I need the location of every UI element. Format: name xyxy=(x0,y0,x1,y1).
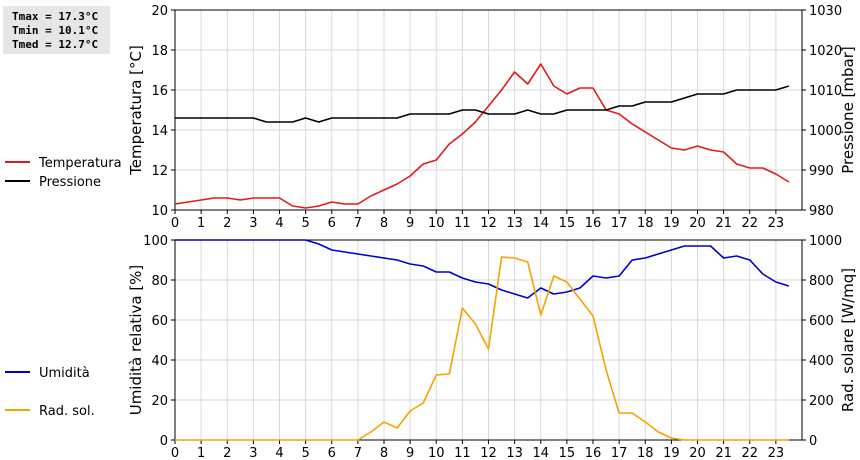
x-tick-label: 11 xyxy=(454,216,471,231)
x-tick-label: 16 xyxy=(585,446,602,460)
x-tick-label: 10 xyxy=(428,216,445,231)
y-tick-label: 40 xyxy=(151,354,168,369)
y2-tick-label: 400 xyxy=(809,354,834,369)
series-line-pressione xyxy=(175,85,790,123)
x-tick-label: 23 xyxy=(768,446,785,460)
x-tick-label: 18 xyxy=(637,216,654,231)
x-tick-label: 13 xyxy=(506,446,523,460)
x-tick-label: 1 xyxy=(197,216,205,231)
x-tick-label: 19 xyxy=(663,216,680,231)
x-tick-label: 3 xyxy=(249,446,257,460)
x-tick-label: 16 xyxy=(585,216,602,231)
x-tick-label: 8 xyxy=(380,446,388,460)
tmax-label: Tmax = 17.3°C xyxy=(12,10,99,23)
top-y-axis-title: Temperatura [°C] xyxy=(127,45,145,176)
y2-tick-label: 1010 xyxy=(809,84,842,99)
y-tick-label: 80 xyxy=(151,274,168,289)
x-tick-label: 0 xyxy=(171,446,179,460)
x-tick-label: 18 xyxy=(637,446,654,460)
x-tick-label: 5 xyxy=(301,216,309,231)
y-tick-label: 18 xyxy=(151,44,168,59)
bottom-y-axis-title: Umidità relativa [%] xyxy=(127,265,145,416)
bottom-y2-axis-title: Rad. solare [W/mq] xyxy=(839,268,857,412)
x-tick-label: 6 xyxy=(328,216,336,231)
y2-tick-label: 600 xyxy=(809,314,834,329)
y-tick-label: 20 xyxy=(151,4,168,19)
legend-label: Rad. sol. xyxy=(39,404,95,419)
y-tick-label: 12 xyxy=(151,164,168,179)
x-tick-label: 14 xyxy=(532,446,549,460)
y2-tick-label: 1000 xyxy=(809,234,842,249)
y-tick-label: 14 xyxy=(151,124,168,139)
x-tick-label: 22 xyxy=(741,216,758,231)
x-tick-label: 8 xyxy=(380,216,388,231)
y-tick-label: 0 xyxy=(160,434,168,449)
x-tick-label: 19 xyxy=(663,446,680,460)
y-tick-label: 16 xyxy=(151,84,168,99)
y2-tick-label: 200 xyxy=(809,394,834,409)
y-tick-label: 20 xyxy=(151,394,168,409)
x-tick-label: 17 xyxy=(611,216,628,231)
legend-label: Temperatura xyxy=(38,156,122,171)
tmed-label: Tmed = 12.7°C xyxy=(12,38,99,51)
series-line-temperatura xyxy=(174,63,790,209)
tmin-label: Tmin = 10.1°C xyxy=(12,24,99,37)
y-tick-label: 10 xyxy=(151,204,168,219)
x-tick-label: 0 xyxy=(171,216,179,231)
x-tick-label: 11 xyxy=(454,446,471,460)
x-tick-label: 9 xyxy=(406,446,414,460)
y2-tick-label: 1030 xyxy=(809,4,842,19)
stats-box: Tmax = 17.3°C Tmin = 10.1°C Tmed = 12.7°… xyxy=(3,6,110,54)
x-tick-label: 15 xyxy=(559,216,576,231)
x-tick-label: 20 xyxy=(689,446,706,460)
y2-tick-label: 800 xyxy=(809,274,834,289)
x-tick-label: 21 xyxy=(715,216,732,231)
x-tick-label: 2 xyxy=(223,216,231,231)
x-tick-label: 15 xyxy=(559,446,576,460)
x-tick-label: 1 xyxy=(197,446,205,460)
x-tick-label: 3 xyxy=(249,216,257,231)
top-y2-axis-title: Pressione [mbar] xyxy=(839,46,857,174)
x-tick-label: 12 xyxy=(480,446,497,460)
series-line-rad-sol xyxy=(175,256,789,441)
y2-tick-label: 0 xyxy=(809,434,817,449)
legend-label: Pressione xyxy=(39,175,101,190)
y-tick-label: 100 xyxy=(143,234,168,249)
legend-label: Umidità xyxy=(39,366,90,381)
x-tick-label: 7 xyxy=(354,216,362,231)
y2-tick-label: 980 xyxy=(809,204,834,219)
x-tick-label: 4 xyxy=(275,446,283,460)
x-tick-label: 17 xyxy=(611,446,628,460)
x-tick-label: 23 xyxy=(768,216,785,231)
y2-tick-label: 1020 xyxy=(809,44,842,59)
y2-tick-label: 1000 xyxy=(809,124,842,139)
x-tick-label: 22 xyxy=(741,446,758,460)
x-tick-label: 20 xyxy=(689,216,706,231)
y-tick-label: 60 xyxy=(151,314,168,329)
series-line-umidit xyxy=(175,239,790,299)
x-tick-label: 21 xyxy=(715,446,732,460)
x-tick-label: 7 xyxy=(354,446,362,460)
x-tick-label: 14 xyxy=(532,216,549,231)
y2-tick-label: 990 xyxy=(809,164,834,179)
x-tick-label: 4 xyxy=(275,216,283,231)
x-tick-label: 9 xyxy=(406,216,414,231)
x-tick-label: 6 xyxy=(328,446,336,460)
x-tick-label: 13 xyxy=(506,216,523,231)
x-tick-label: 12 xyxy=(480,216,497,231)
x-tick-label: 5 xyxy=(301,446,309,460)
x-tick-label: 2 xyxy=(223,446,231,460)
x-tick-label: 10 xyxy=(428,446,445,460)
